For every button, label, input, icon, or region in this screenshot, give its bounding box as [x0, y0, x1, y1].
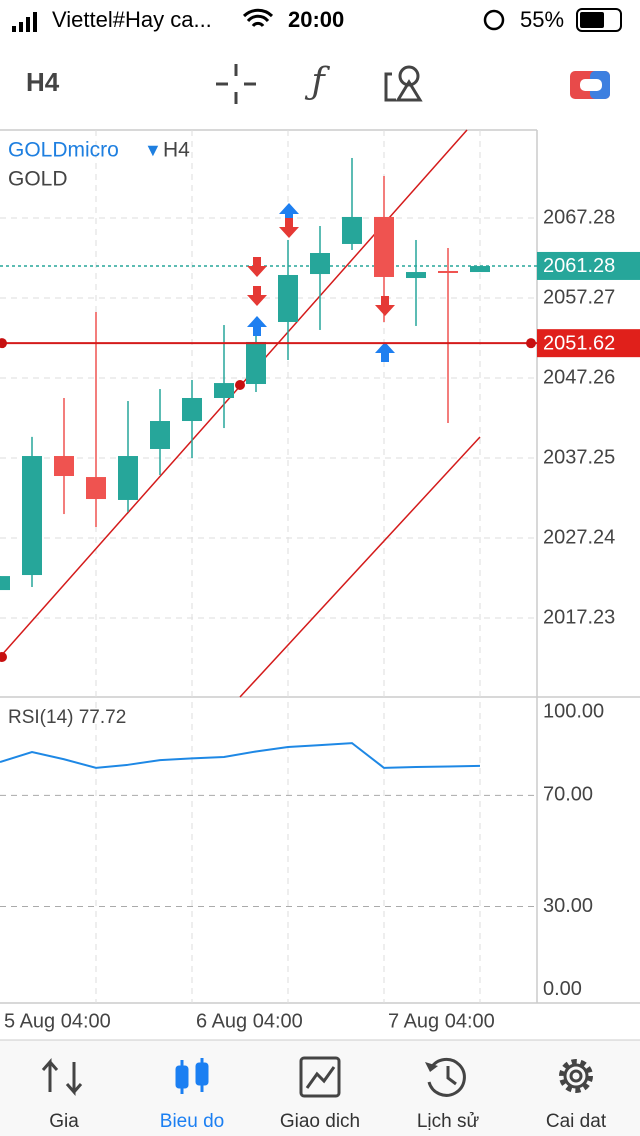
candle-body — [182, 397, 202, 422]
rsi-tick-label: 100.00 — [543, 700, 604, 722]
crosshair-button[interactable] — [216, 64, 256, 104]
candle-body — [342, 216, 362, 244]
candle-body — [86, 477, 106, 500]
level-price-label: 2051.62 — [543, 332, 615, 354]
rsi-tick-label: 0.00 — [543, 978, 582, 1000]
tab-label: Giao dich — [280, 1111, 360, 1132]
toolbar: H4 ƒ — [26, 61, 610, 104]
chart-timeframe: H4 — [163, 139, 190, 162]
candle-body — [438, 270, 458, 273]
candle-body — [0, 576, 10, 591]
price-tick-label: 2027.24 — [543, 526, 615, 548]
tab[interactable]: Lịch sử — [417, 1057, 480, 1132]
rsi-label: RSI(14) 77.72 — [8, 707, 126, 728]
candle-body — [22, 456, 42, 576]
time-label: 6 Aug 04:00 — [196, 1010, 303, 1032]
carrier: Viettel#Hay ca... — [52, 7, 212, 32]
trend-lines — [0, 129, 481, 698]
tab-label: Gia — [49, 1111, 79, 1132]
tab[interactable]: Cai dat — [546, 1059, 607, 1132]
tab-bar — [0, 1040, 640, 1136]
current-price-box — [537, 251, 640, 280]
candle-body — [118, 456, 138, 500]
candle-body — [246, 341, 266, 385]
timeframe-button[interactable]: H4 — [26, 67, 60, 97]
signal-arrows — [247, 203, 395, 362]
candle-body — [150, 421, 170, 449]
symbol-description: GOLD — [8, 168, 68, 191]
price-tick-label: 2017.23 — [543, 606, 615, 628]
candle-body — [310, 253, 330, 275]
price-tick-label: 2057.27 — [543, 286, 615, 308]
candle-body — [470, 266, 490, 273]
candle-body — [54, 456, 74, 477]
trend-anchor — [0, 652, 7, 662]
level-handle — [526, 338, 536, 349]
status-bar: Viettel#Hay ca... 20:00 55% — [12, 7, 622, 32]
tab-label: Bieu do — [160, 1111, 224, 1132]
price-tick-label: 2047.26 — [543, 366, 615, 388]
price-tick-label: 2067.28 — [543, 206, 615, 228]
symbol-name[interactable]: GOLDmicro — [8, 139, 119, 162]
symbol-dropdown[interactable]: ▼ — [144, 140, 162, 160]
level-handle — [0, 338, 7, 349]
tab-label: Lịch sử — [417, 1111, 480, 1132]
tab[interactable]: Bieu do — [160, 1058, 224, 1132]
level-price-box — [537, 329, 640, 358]
objects-button[interactable] — [384, 65, 423, 102]
rsi-tick-label: 70.00 — [543, 784, 593, 806]
clock: 20:00 — [288, 7, 344, 32]
trade-toggle[interactable] — [570, 71, 610, 99]
tab[interactable]: Gia — [41, 1058, 83, 1132]
candle-body — [214, 383, 234, 398]
rsi-tick-label: 30.00 — [543, 895, 593, 917]
candle-body — [406, 272, 426, 279]
rsi-line — [0, 742, 481, 769]
current-price-label: 2061.28 — [543, 255, 615, 277]
tab-label: Cai dat — [546, 1111, 607, 1132]
price-tick-label: 2037.25 — [543, 446, 615, 468]
candle-body — [278, 274, 298, 322]
time-label: 5 Aug 04:00 — [4, 1010, 111, 1032]
tab[interactable]: Giao dich — [280, 1056, 360, 1132]
battery: 55% — [520, 7, 564, 32]
indicator-button[interactable]: ƒ — [304, 61, 330, 102]
candle-body — [374, 216, 394, 277]
time-label: 7 Aug 04:00 — [388, 1010, 495, 1032]
trend-anchor — [235, 380, 245, 390]
